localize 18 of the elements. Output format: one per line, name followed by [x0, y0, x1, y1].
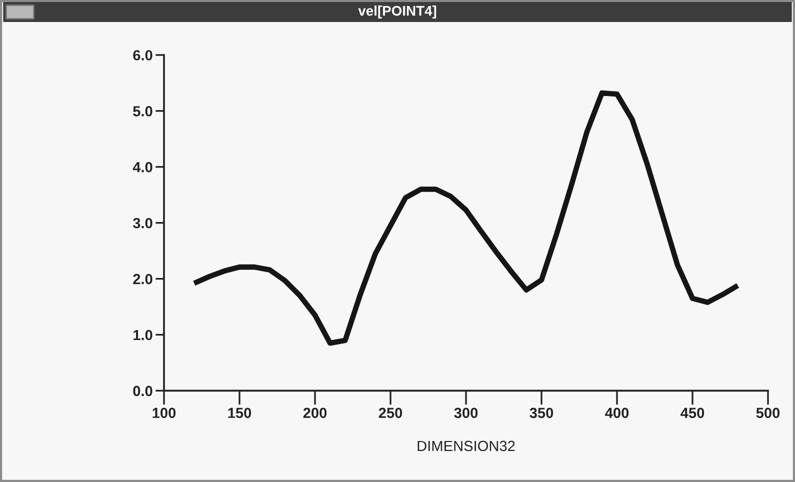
x-tick-label: 400	[605, 408, 629, 418]
x-tick-label: 500	[756, 408, 780, 418]
y-tick-label: 1.0	[134, 330, 152, 340]
x-tick-label: 450	[680, 408, 704, 418]
x-tick-label: 250	[378, 408, 402, 418]
x-tick-label: 150	[228, 408, 252, 418]
x-tick-label: 200	[303, 408, 327, 418]
y-tick-label: 0.0	[133, 386, 152, 396]
x-tick-label: 300	[454, 408, 478, 418]
y-tick-label: 4.0	[132, 162, 152, 172]
x-tick-label: 100	[152, 408, 176, 418]
y-tick-label: 3.0	[132, 218, 152, 228]
x-axis-title: DIMENSION32	[418, 440, 515, 452]
x-tick-label: 350	[530, 408, 554, 418]
chart-title: vel[POINT4]	[358, 6, 436, 18]
y-tick-label: 2.0	[133, 274, 152, 284]
y-tick-label: 5.0	[133, 106, 152, 116]
y-tick-label: 6.0	[133, 50, 152, 60]
